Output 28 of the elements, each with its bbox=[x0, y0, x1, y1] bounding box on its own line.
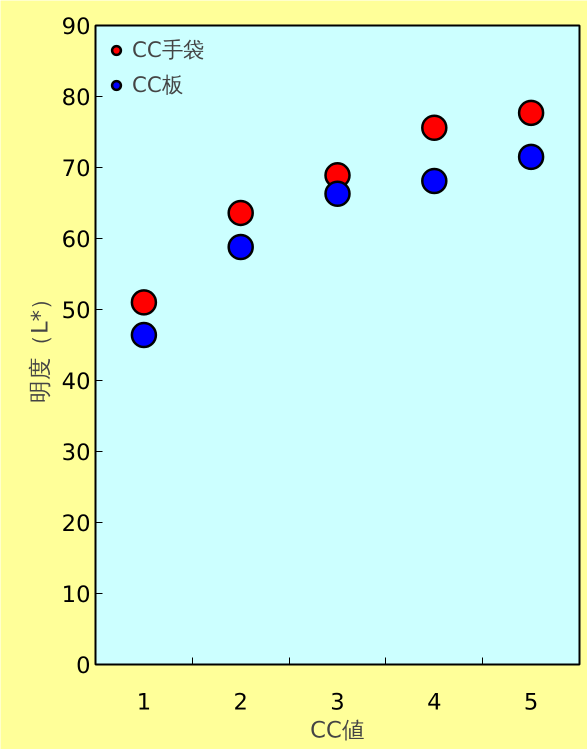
point bbox=[130, 322, 158, 348]
point bbox=[324, 180, 351, 207]
y-tick-label: 50 bbox=[62, 298, 91, 324]
y-tick-label: 90 bbox=[62, 14, 91, 40]
x-tick-label: 3 bbox=[330, 690, 345, 716]
x-tick-label: 1 bbox=[136, 690, 152, 716]
y-tick-label: 60 bbox=[62, 227, 91, 253]
point bbox=[227, 234, 254, 260]
point bbox=[227, 200, 254, 226]
point bbox=[421, 114, 448, 141]
point bbox=[518, 100, 544, 126]
y-tick-label: 40 bbox=[62, 369, 91, 395]
y-tick-label: 0 bbox=[76, 653, 91, 679]
y-tick-label: 20 bbox=[62, 511, 91, 537]
x-tick-label: 2 bbox=[233, 690, 248, 716]
legend-label: CC手袋 bbox=[132, 37, 204, 64]
y-tick-label: 70 bbox=[62, 156, 91, 182]
x-tick-label: 5 bbox=[524, 690, 538, 716]
legend-label: CC板 bbox=[132, 72, 183, 99]
y-tick-label: 80 bbox=[62, 85, 91, 111]
point bbox=[421, 168, 448, 194]
y-tick-label: 30 bbox=[62, 440, 91, 466]
point bbox=[130, 289, 158, 316]
y-tick-label: 10 bbox=[62, 582, 91, 608]
x-tick-label: 4 bbox=[427, 690, 442, 716]
x-axis-title: CC値 bbox=[310, 718, 365, 744]
point bbox=[518, 144, 544, 170]
y-axis-title: 明度（L*） bbox=[28, 287, 54, 403]
